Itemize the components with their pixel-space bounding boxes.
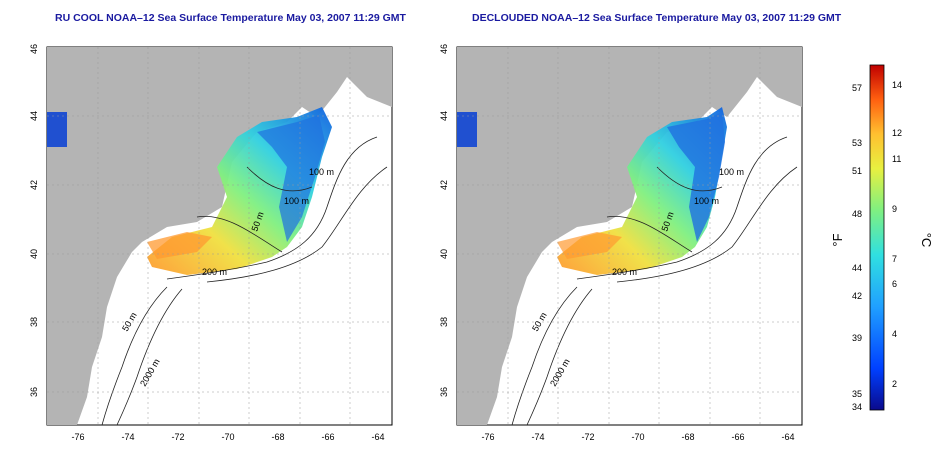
y-tick-label: 38 — [439, 317, 449, 327]
x-tick-label: -64 — [781, 432, 794, 442]
sst-blue-core — [667, 112, 725, 242]
x-tick-label: -64 — [371, 432, 384, 442]
right-sst-map: 100 m 100 m 50 m 200 m 50 m 2000 m -76 -… — [439, 44, 803, 442]
x-tick-label: -68 — [681, 432, 694, 442]
contour-label: 200 m — [202, 267, 227, 277]
x-tick-label: -72 — [171, 432, 184, 442]
f-tick-label: 57 — [852, 83, 862, 93]
contour-label: 100 m — [309, 167, 334, 177]
c-tick-label: 2 — [892, 379, 897, 389]
x-tick-label: -74 — [121, 432, 134, 442]
right-map-title: DECLOUDED NOAA–12 Sea Surface Temperatur… — [472, 12, 842, 24]
x-tick-label: -72 — [581, 432, 594, 442]
coastal-blue-patch — [457, 112, 477, 147]
f-tick-label: 53 — [852, 138, 862, 148]
y-tick-label: 40 — [439, 249, 449, 259]
contour-label: 100 m — [719, 167, 744, 177]
contour-label: 100 m — [284, 196, 309, 206]
land-mass — [457, 47, 802, 425]
y-tick-label: 36 — [439, 387, 449, 397]
f-tick-label: 48 — [852, 209, 862, 219]
c-tick-label: 14 — [892, 80, 902, 90]
contour-label: 200 m — [612, 267, 637, 277]
f-tick-label: 44 — [852, 263, 862, 273]
f-tick-label: 39 — [852, 333, 862, 343]
sst-warm-tongue — [557, 232, 622, 259]
temperature-colorbar: 57 53 51 48 44 42 39 35 34 14 12 11 9 7 … — [830, 64, 934, 412]
c-tick-label: 4 — [892, 329, 897, 339]
y-tick-label: 42 — [29, 180, 39, 190]
y-tick-label: 40 — [29, 249, 39, 259]
fahrenheit-label: °F — [830, 233, 845, 246]
x-tick-label: -66 — [731, 432, 744, 442]
sst-blue-core — [257, 115, 325, 242]
x-tick-label: -70 — [221, 432, 234, 442]
y-tick-label: 36 — [29, 387, 39, 397]
c-tick-label: 12 — [892, 128, 902, 138]
x-tick-label: -76 — [481, 432, 494, 442]
x-tick-label: -66 — [321, 432, 334, 442]
f-tick-label: 34 — [852, 402, 862, 412]
x-tick-label: -74 — [531, 432, 544, 442]
y-tick-label: 42 — [439, 180, 449, 190]
y-tick-label: 46 — [439, 44, 449, 54]
x-tick-label: -68 — [271, 432, 284, 442]
contour-label: 100 m — [694, 196, 719, 206]
f-tick-label: 42 — [852, 291, 862, 301]
f-tick-label: 35 — [852, 389, 862, 399]
y-tick-label: 44 — [439, 111, 449, 121]
y-tick-label: 38 — [29, 317, 39, 327]
x-tick-label: -76 — [71, 432, 84, 442]
coastal-blue-patch — [47, 112, 67, 147]
land-mass — [47, 47, 392, 425]
c-tick-label: 11 — [892, 154, 901, 164]
x-tick-label: -70 — [631, 432, 644, 442]
celsius-label: °C — [919, 233, 934, 248]
f-tick-label: 51 — [852, 166, 862, 176]
left-map-title: RU COOL NOAA–12 Sea Surface Temperature … — [55, 12, 406, 24]
c-tick-label: 6 — [892, 279, 897, 289]
c-tick-label: 7 — [892, 254, 897, 264]
sst-warm-tongue — [147, 232, 212, 259]
left-sst-map: 100 m 100 m 50 m 200 m 50 m 2000 m -76 -… — [29, 44, 393, 442]
c-tick-label: 9 — [892, 204, 897, 214]
y-tick-label: 46 — [29, 44, 39, 54]
y-tick-label: 44 — [29, 111, 39, 121]
